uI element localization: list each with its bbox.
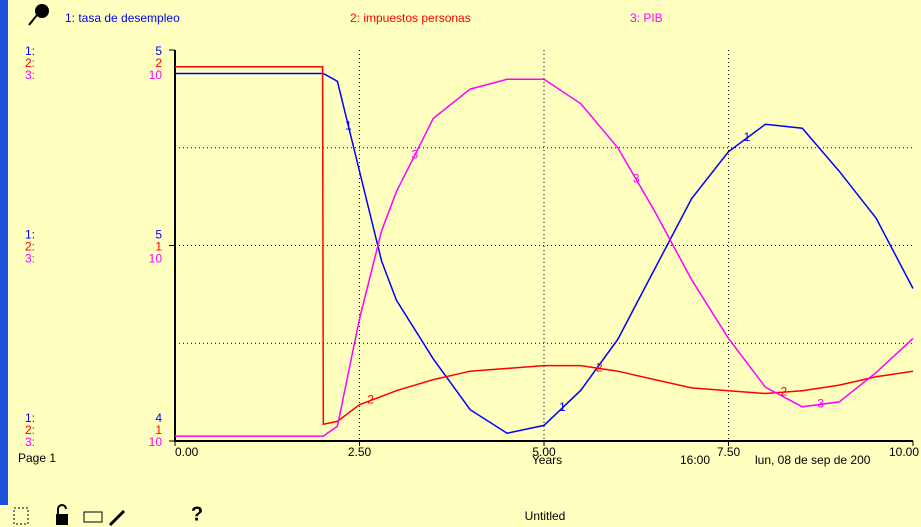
legend-entry: 1: tasa de desempleo bbox=[65, 11, 180, 25]
y-axis-tag: 2: bbox=[25, 423, 35, 437]
y-tick-label: 1 bbox=[155, 423, 162, 437]
y-tick-label: 5 bbox=[155, 44, 162, 58]
curve-marker: 1 bbox=[559, 400, 566, 414]
y-axis-tag: 3: bbox=[25, 68, 35, 82]
y-tick-label: 5 bbox=[155, 228, 162, 242]
x-axis-label: Years bbox=[532, 453, 562, 467]
series-line bbox=[175, 66, 914, 426]
time: 16:00 bbox=[680, 453, 710, 467]
curve-marker: 3 bbox=[633, 172, 640, 186]
window-edge bbox=[0, 0, 8, 505]
y-axis-tag: 1: bbox=[25, 411, 35, 425]
y-tick-label: 1 bbox=[155, 240, 162, 254]
pin-icon[interactable] bbox=[28, 4, 49, 26]
x-tick-label: 7.50 bbox=[717, 445, 741, 459]
curve-marker: 3 bbox=[412, 147, 419, 161]
y-tick-label: 10 bbox=[149, 435, 163, 449]
curve-marker: 2 bbox=[781, 384, 788, 398]
series-line bbox=[175, 72, 914, 434]
x-tick-label: 0.00 bbox=[175, 445, 199, 459]
legend-entry: 3: PIB bbox=[630, 11, 663, 25]
x-tick-label: 5.00 bbox=[532, 445, 556, 459]
curve-marker: 1 bbox=[345, 118, 352, 132]
y-axis-tag: 3: bbox=[25, 435, 35, 449]
y-axis-tag: 1: bbox=[25, 44, 35, 58]
y-axis-tag: 2: bbox=[25, 240, 35, 254]
curve-marker: 3 bbox=[817, 397, 824, 411]
curve-marker: 1 bbox=[744, 130, 751, 144]
y-axis-tag: 1: bbox=[25, 228, 35, 242]
curve-marker: 2 bbox=[367, 393, 374, 407]
y-axis-tag: 2: bbox=[25, 56, 35, 70]
y-tick-label: 10 bbox=[149, 68, 163, 82]
y-tick-label: 10 bbox=[149, 252, 163, 266]
date: lun, 08 de sep de 200 bbox=[755, 453, 871, 467]
toolbar-icons[interactable] bbox=[13, 504, 126, 527]
y-tick-label: 2 bbox=[155, 56, 162, 70]
x-tick-label: 10.00 bbox=[889, 445, 919, 459]
y-axis-tag: 3: bbox=[25, 252, 35, 266]
help-button[interactable]: ? bbox=[191, 503, 203, 525]
file-name: Untitled bbox=[525, 509, 566, 523]
x-tick-label: 2.50 bbox=[348, 445, 372, 459]
curve-marker: 2 bbox=[596, 361, 603, 375]
legend-entry: 2: impuestos personas bbox=[350, 11, 471, 25]
y-tick-label: 4 bbox=[155, 411, 162, 425]
series-line bbox=[175, 78, 914, 437]
page-label: Page 1 bbox=[18, 451, 56, 465]
